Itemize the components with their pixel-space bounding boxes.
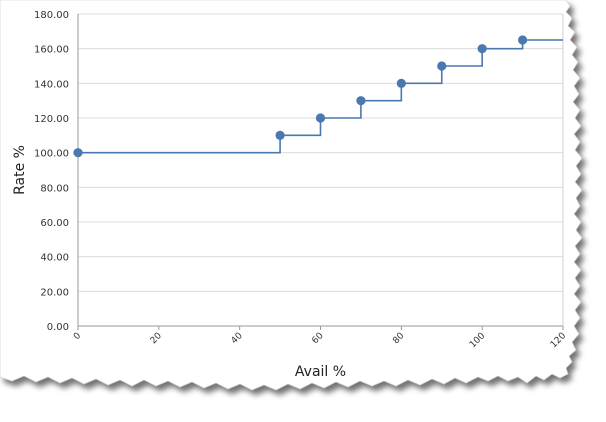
y-tick-label: 140.00 [34, 79, 69, 90]
x-tick-label: 0 [72, 331, 83, 342]
data-point [437, 61, 447, 71]
data-point [396, 78, 406, 88]
data-point [517, 35, 528, 45]
y-tick-label: 40.00 [40, 253, 69, 264]
y-tick-label: 0.00 [47, 322, 69, 333]
data-point [275, 130, 285, 140]
y-tick-label: 20.00 [40, 287, 69, 298]
y-axis-title: Rate % [12, 145, 28, 195]
data-point [315, 113, 326, 123]
data-point [477, 44, 487, 54]
data-point [73, 148, 83, 158]
y-tick-label: 180.00 [34, 10, 69, 21]
y-tick-label: 100.00 [34, 149, 69, 160]
y-tick-label: 160.00 [34, 45, 69, 56]
y-tick-label: 80.00 [40, 183, 69, 194]
paper-background [0, 0, 583, 391]
y-tick-label: 120.00 [34, 114, 69, 125]
x-axis-title: Avail % [295, 364, 346, 380]
data-point [356, 96, 366, 106]
y-tick-label: 60.00 [40, 218, 69, 229]
series-line [78, 39, 563, 154]
